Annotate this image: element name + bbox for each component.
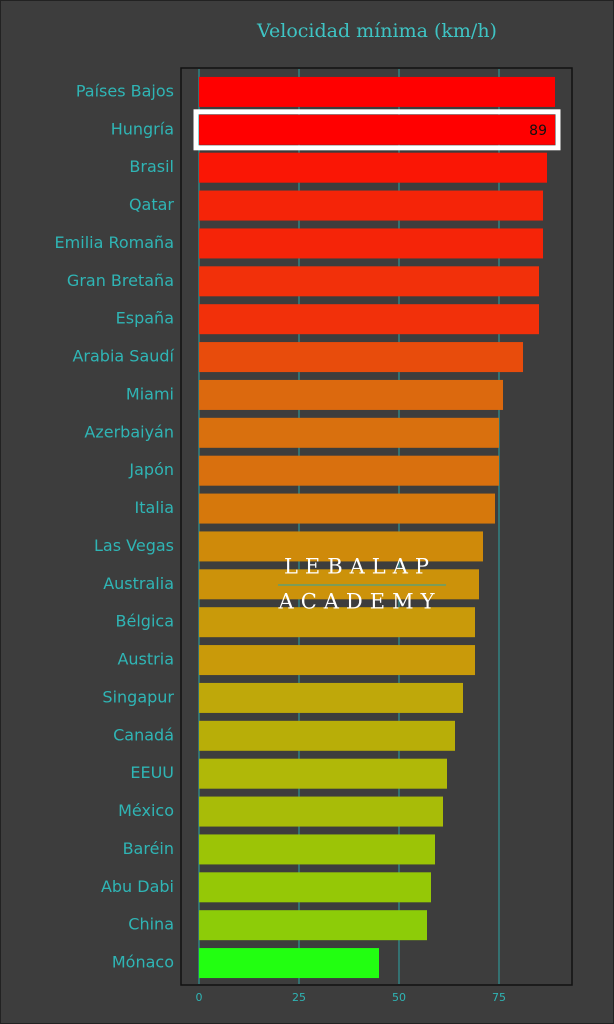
y-tick-label: Países Bajos [76,81,174,100]
y-tick-label: España [116,309,174,328]
bar [199,720,455,751]
y-tick-label: Azerbaiyán [84,422,174,441]
y-tick-label: Emilia Romaña [55,233,174,252]
bar [199,758,447,789]
x-tick-label: 0 [196,991,203,1004]
bar [199,417,499,448]
bar [199,152,547,183]
x-tick-label: 75 [492,991,506,1004]
bar [199,266,539,297]
bar [199,645,475,676]
bar [199,493,495,524]
y-tick-label: Gran Bretaña [67,271,174,290]
bar [199,531,483,562]
bar [199,834,435,865]
watermark: ACADEMY [278,590,442,614]
plot-area [180,67,573,986]
bar [199,114,555,145]
y-tick-label: Singapur [102,687,174,706]
bar [199,190,543,221]
bar [199,304,539,335]
y-tick-label: Hungría [111,119,174,138]
y-tick-label: México [118,801,174,820]
bar [199,228,543,259]
y-tick-label: Mónaco [112,953,174,972]
y-tick-label: Bélgica [116,612,174,631]
bar [199,682,463,713]
chart-title: Velocidad mínima (km/h) [256,20,497,42]
x-tick-label: 50 [392,991,406,1004]
bar [199,607,475,638]
y-tick-label: Qatar [129,195,174,214]
x-tick-label: 25 [292,991,306,1004]
bar [199,455,499,486]
y-tick-label: Italia [135,498,175,517]
bar [199,948,379,979]
y-tick-label: Brasil [129,157,174,176]
y-tick-label: Arabia Saudí [72,347,174,366]
bar [199,569,479,600]
watermark: LEBALAP [284,555,436,579]
bar [199,796,443,827]
y-tick-label: Miami [126,384,174,403]
highlight-frame [193,109,561,151]
y-tick-label: EEUU [130,763,174,782]
bar [199,910,427,941]
y-tick-label: Australia [103,574,174,593]
y-tick-label: Austria [117,650,174,669]
y-tick-label: Las Vegas [94,536,174,555]
bar [199,379,503,410]
y-tick-label: Canadá [113,725,174,744]
bar [199,872,431,903]
data-label: 89 [529,123,547,139]
bar [199,76,555,107]
y-tick-label: Japón [128,460,174,479]
y-tick-label: Abu Dabi [101,877,174,896]
y-tick-label: Baréin [123,839,174,858]
y-tick-label: China [128,915,174,934]
bar [199,342,523,373]
